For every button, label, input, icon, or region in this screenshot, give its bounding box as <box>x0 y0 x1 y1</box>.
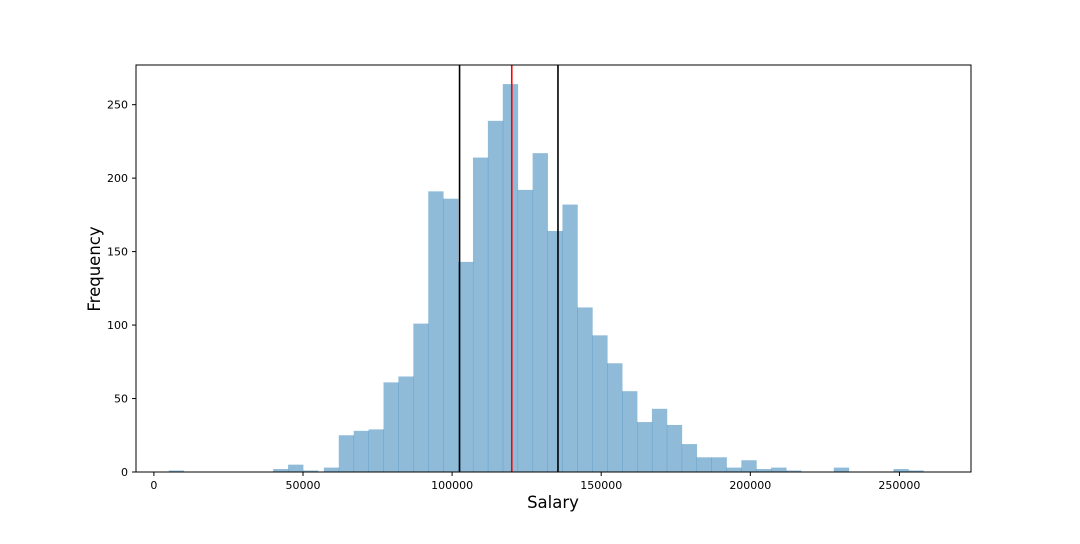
histogram-bar <box>908 470 924 472</box>
histogram-bar <box>532 153 548 472</box>
histogram-bar <box>756 469 772 472</box>
histogram-bar <box>681 444 698 472</box>
histogram-bars <box>168 84 924 473</box>
histogram-bar <box>383 382 399 472</box>
plot-frame <box>135 64 972 473</box>
histogram-bar <box>168 470 185 472</box>
histogram-bar <box>428 191 444 472</box>
histogram-bar <box>443 198 459 472</box>
y-tick-label: 250 <box>107 99 128 112</box>
histogram-bar <box>398 376 414 472</box>
histogram-bar <box>893 469 909 472</box>
y-tick-label: 0 <box>121 466 128 479</box>
histogram-bar <box>622 391 638 472</box>
histogram-bar <box>726 467 742 472</box>
reference-lines <box>458 65 559 472</box>
y-tick-label: 50 <box>114 393 128 406</box>
histogram-bar <box>368 429 384 472</box>
histogram-bar <box>323 467 340 472</box>
histogram-bar <box>833 467 850 472</box>
histogram-bar <box>696 457 712 472</box>
y-tick-label: 200 <box>107 172 128 185</box>
x-tick-label: 150000 <box>580 479 622 492</box>
histogram-bar <box>607 363 623 472</box>
x-tick-label: 50000 <box>286 479 321 492</box>
histogram-bar <box>472 157 489 473</box>
x-axis-label: Salary <box>527 493 579 512</box>
y-axis-label: Frequency <box>85 226 104 311</box>
y-axis-ticks: 0 50 100 150 200 250 <box>107 99 136 479</box>
x-tick-label: 250000 <box>878 479 920 492</box>
histogram-bar <box>338 435 355 472</box>
histogram-bar <box>303 470 319 472</box>
histogram-bar <box>592 335 608 472</box>
histogram-bar <box>562 204 578 472</box>
x-tick-label: 100000 <box>431 479 473 492</box>
histogram-bar <box>458 261 474 472</box>
histogram-bar <box>353 430 370 472</box>
histogram-bar <box>547 231 563 472</box>
x-tick-label: 200000 <box>729 479 771 492</box>
histogram-bar <box>711 457 727 472</box>
histogram-bar <box>273 469 289 472</box>
histogram-bar <box>651 408 668 472</box>
histogram-bar <box>786 470 802 472</box>
histogram-bar <box>502 84 519 473</box>
histogram-bar <box>517 189 534 472</box>
histogram-bar <box>487 120 504 473</box>
y-tick-label: 100 <box>107 319 128 332</box>
histogram-bar <box>637 422 653 472</box>
x-tick-label: 0 <box>150 479 157 492</box>
histogram-bar <box>741 460 757 472</box>
y-tick-label: 150 <box>107 246 128 259</box>
histogram-bar <box>288 464 304 472</box>
histogram-bar <box>666 424 683 472</box>
histogram-bar <box>771 467 787 472</box>
histogram-bar <box>577 307 593 472</box>
x-axis-ticks: 0 50000 100000 150000 200000 250000 <box>150 472 920 492</box>
histogram-bar <box>413 323 429 472</box>
